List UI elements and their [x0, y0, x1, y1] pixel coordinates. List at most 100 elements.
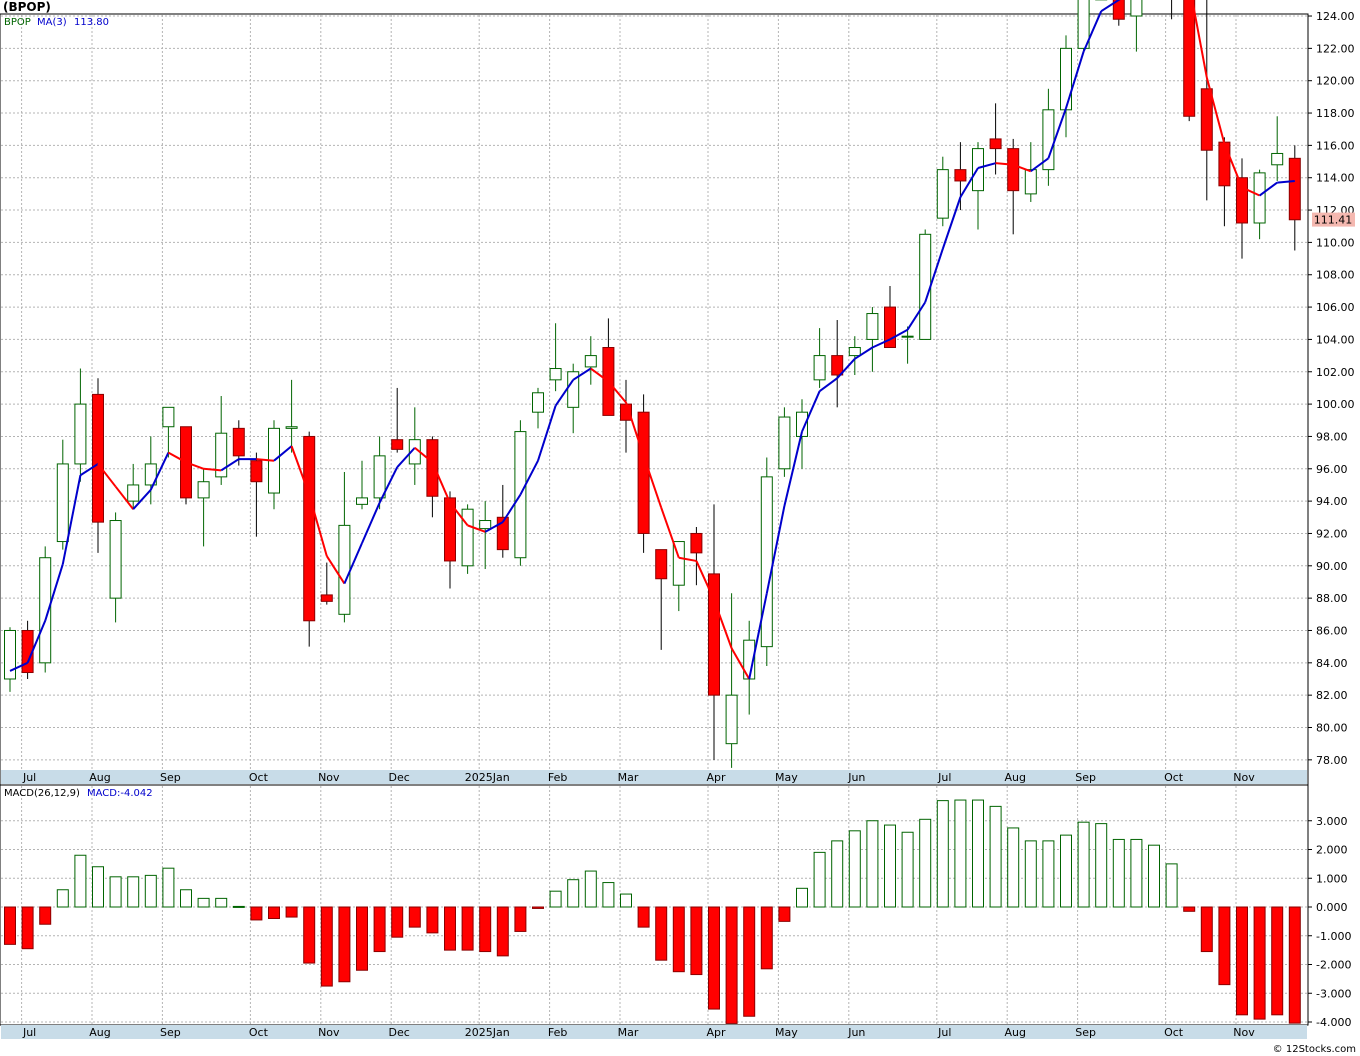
price-x-tick-label: Aug	[89, 771, 110, 784]
ma3-segment	[9, 661, 29, 672]
price-x-tick-label: Sep	[160, 771, 181, 784]
price-y-tick-label: 78.00	[1316, 754, 1348, 767]
last-price-badge: 111.41	[1312, 212, 1355, 227]
candle-body	[813, 355, 826, 381]
candle-body	[708, 573, 720, 696]
candle-body	[391, 439, 404, 450]
ma3-segment	[114, 485, 134, 510]
price-y-tick-label: 110.00	[1316, 236, 1355, 249]
candle	[373, 436, 386, 510]
candle	[725, 593, 738, 768]
macd-bar	[21, 906, 34, 950]
macd-bar	[936, 800, 949, 908]
candle-body	[356, 497, 368, 505]
ma3-segment	[765, 505, 786, 594]
candle-body	[1236, 177, 1248, 224]
candle	[268, 420, 280, 510]
macd-bar	[708, 906, 720, 1010]
candle-body	[373, 455, 386, 499]
candle-body	[690, 532, 703, 554]
macd-bar	[408, 906, 421, 928]
candle-body	[672, 541, 685, 586]
price-x-tick-label: Oct	[249, 771, 269, 784]
ma3-segment	[871, 338, 891, 349]
candle	[1130, 0, 1143, 52]
macd-bar	[162, 867, 175, 908]
macd-bar	[268, 906, 280, 919]
price-x-tick-label: Oct	[1164, 771, 1184, 784]
macd-legend-value: MACD:-4.042	[87, 788, 153, 799]
macd-bar	[180, 889, 192, 908]
macd-bar	[250, 906, 263, 921]
candle-body	[637, 411, 650, 534]
price-y-tick-label: 102.00	[1316, 366, 1355, 379]
candle	[778, 407, 791, 477]
ma3-segment	[941, 196, 962, 250]
candle	[1007, 138, 1020, 235]
ma3-segment	[783, 431, 803, 507]
ma3-segment	[1277, 179, 1295, 184]
macd-x-axis-labels: Jul Aug Sep Oct Nov Dec 2025Jan Feb Mar Apr May Jun…	[22, 1026, 1255, 1039]
candlestick-series	[4, 0, 1301, 768]
ma3-segment	[748, 593, 768, 680]
macd-bar	[1130, 838, 1143, 908]
macd-bar	[1060, 834, 1072, 908]
candle-body	[1200, 88, 1213, 151]
ma3-segment	[1100, 0, 1120, 13]
chart-title: (BPOP)	[3, 0, 51, 14]
candle-body	[56, 463, 69, 543]
macd-y-tick-label: -3.000	[1316, 987, 1351, 1000]
price-y-tick-label: 90.00	[1316, 560, 1348, 573]
candle	[1024, 142, 1037, 202]
ma3-segment	[308, 494, 328, 557]
candle	[637, 394, 650, 553]
macd-y-tick-label: -2.000	[1316, 959, 1351, 972]
macd-bar	[655, 906, 668, 961]
candle-body	[338, 524, 351, 615]
macd-bar	[1288, 906, 1301, 1024]
macd-bar	[1042, 840, 1055, 908]
macd-bar	[338, 906, 351, 983]
macd-bar	[496, 906, 509, 957]
candle	[549, 323, 562, 392]
ma3-segment	[1205, 77, 1226, 145]
candle	[39, 546, 52, 673]
candle-body	[1253, 172, 1266, 224]
candle	[356, 460, 368, 510]
macd-bar	[1253, 906, 1266, 1020]
candle	[1042, 88, 1055, 186]
ma3-segment	[1082, 10, 1103, 52]
ma3-segment	[167, 451, 187, 464]
ma3-segment	[325, 555, 346, 585]
candle	[1077, 0, 1090, 52]
price-y-tick-label: 106.00	[1316, 301, 1355, 314]
ma3-segment	[1223, 143, 1243, 188]
macd-x-tick-label: Mar	[618, 1026, 639, 1039]
macd-bar	[74, 854, 87, 908]
candle	[444, 491, 456, 589]
ma3-segment	[484, 521, 504, 533]
price-x-tick-label: Aug	[1004, 771, 1025, 784]
ma3-segment	[642, 455, 663, 508]
candle-body	[479, 520, 492, 530]
price-legend: BPOP MA(3) 113.80	[4, 17, 109, 28]
ma3-segment	[273, 445, 293, 462]
macd-bar	[285, 906, 298, 918]
candle	[215, 396, 228, 485]
macd-bar	[584, 870, 597, 908]
macd-bar	[56, 889, 69, 908]
price-y-tick-label: 84.00	[1316, 657, 1348, 670]
candle	[461, 504, 474, 574]
legend-ma-label: MA(3)	[37, 17, 67, 28]
macd-bar	[1200, 906, 1213, 953]
candle	[848, 336, 861, 375]
candle-body	[1218, 141, 1231, 187]
price-y-tick-label: 92.00	[1316, 527, 1348, 540]
last-price-label: 111.41	[1314, 214, 1353, 227]
ma3-segment	[1047, 107, 1067, 159]
price-x-tick-label: Jul	[937, 771, 951, 784]
candle	[426, 436, 439, 518]
price-y-tick-label: 124.00	[1316, 10, 1355, 23]
price-x-tick-label: Sep	[1075, 771, 1096, 784]
macd-bar	[1183, 906, 1196, 912]
